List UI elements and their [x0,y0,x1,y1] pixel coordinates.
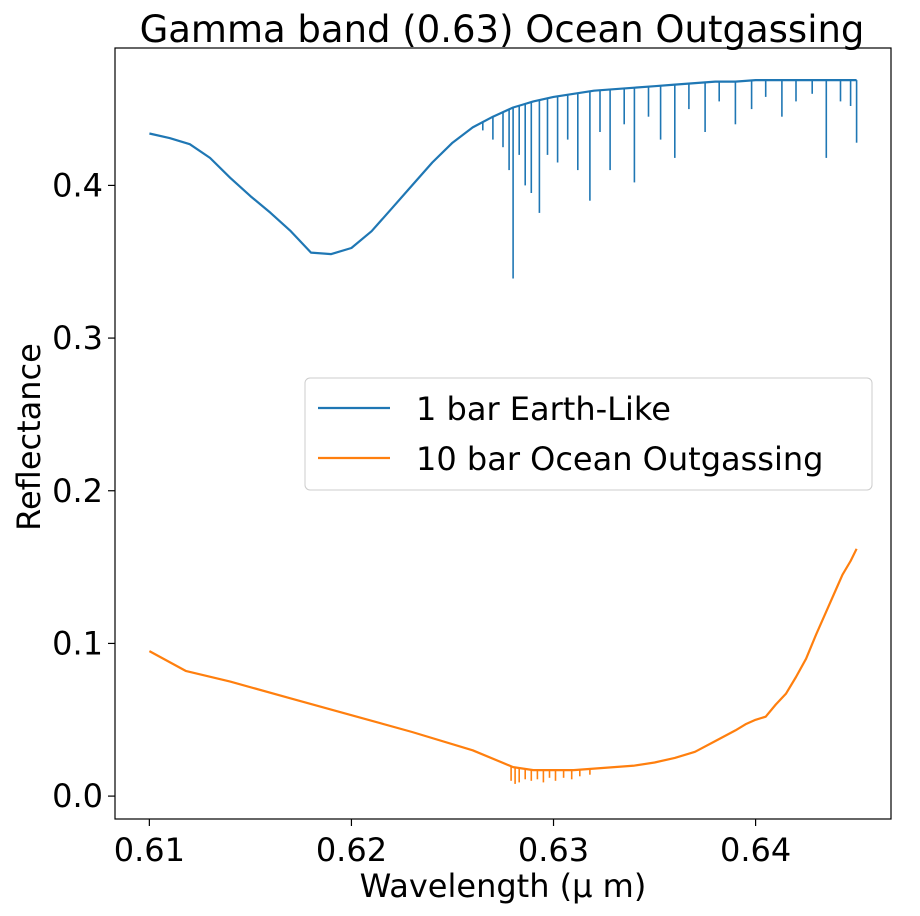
legend: 1 bar Earth-Like 10 bar Ocean Outgassing [304,377,873,491]
series-line-earth-like [149,78,857,256]
x-tick-label: 0.61 [114,831,185,869]
x-axis-ticks: 0.61 0.62 0.63 0.64 [114,819,791,869]
legend-box [304,377,873,491]
y-tick-label: 0.2 [52,472,103,510]
y-tick-label: 0.4 [52,166,103,204]
y-axis-label: Reflectance [10,343,48,531]
y-axis-ticks: 0.0 0.1 0.2 0.3 0.4 [52,166,115,815]
legend-label-ocean-outgassing: 10 bar Ocean Outgassing [416,440,823,478]
y-tick-label: 0.3 [52,319,103,357]
y-tick-label: 0.1 [52,624,103,662]
plot-frame [114,47,892,820]
x-tick-label: 0.62 [316,831,387,869]
x-tick-label: 0.63 [518,831,589,869]
x-tick-label: 0.64 [720,831,791,869]
legend-label-earth-like: 1 bar Earth-Like [416,390,671,428]
y-tick-label: 0.0 [52,777,103,815]
x-axis-label: Wavelength (μ m) [360,867,647,905]
chart-title: Gamma band (0.63) Ocean Outgassing [140,8,865,51]
plot-lines [148,78,858,784]
series-line-ocean-outgassing [148,548,858,772]
